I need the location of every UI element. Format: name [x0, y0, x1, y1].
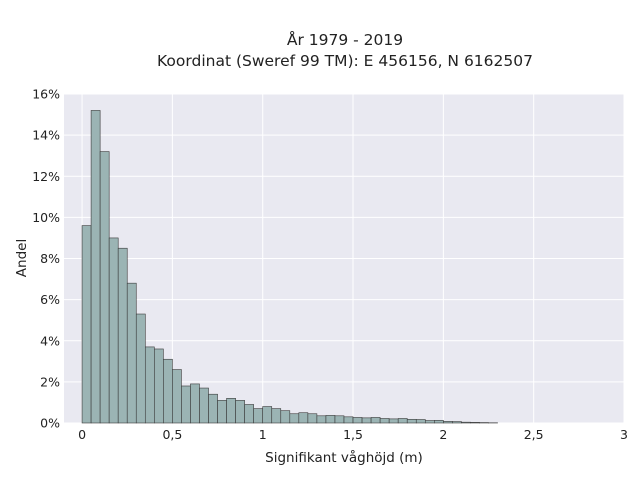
histogram-bar: [181, 385, 191, 424]
chart-subtitle: Koordinat (Sweref 99 TM): E 456156, N 61…: [157, 52, 533, 70]
histogram-bar: [172, 369, 182, 424]
histogram-bar: [262, 406, 273, 424]
histogram-bar: [90, 110, 101, 424]
histogram-bar: [217, 400, 227, 424]
histogram-bar: [135, 313, 146, 424]
histogram-bar: [144, 346, 155, 424]
histogram-bar: [253, 408, 264, 424]
histogram-bar: [226, 398, 236, 424]
histogram-bar: [316, 415, 327, 424]
x-axis-ticks: 0 0,5 1 1,5 2 2,5 3: [78, 427, 628, 442]
histogram-bar: [424, 420, 435, 424]
histogram-bar: [298, 412, 309, 424]
histogram-bar: [117, 247, 128, 424]
y-tick-label: 14%: [32, 128, 60, 143]
histogram-bar: [470, 422, 480, 424]
y-tick-label: 0%: [40, 416, 60, 431]
histogram-bar: [289, 413, 300, 424]
histogram-bar: [99, 151, 110, 424]
histogram-bar: [397, 418, 408, 424]
histogram-bar: [415, 419, 426, 424]
histogram-bar: [406, 418, 417, 424]
histogram-bar: [352, 417, 363, 424]
x-tick-label: 0,5: [162, 427, 182, 442]
y-tick-label: 6%: [40, 292, 60, 307]
y-axis-label: Andel: [14, 239, 30, 277]
histogram-bar: [343, 416, 354, 424]
y-tick-label: 2%: [40, 374, 60, 389]
y-tick-label: 12%: [32, 169, 60, 184]
y-tick-label: 16%: [32, 87, 60, 102]
y-tick-label: 8%: [40, 251, 60, 266]
histogram-bar: [244, 404, 254, 424]
histogram-bar: [154, 348, 164, 424]
y-tick-label: 4%: [40, 333, 60, 348]
bars: [81, 110, 498, 424]
x-tick-label: 2,5: [524, 427, 544, 442]
histogram-bar: [379, 418, 390, 424]
histogram-bar: [370, 417, 381, 424]
histogram-bar: [190, 383, 200, 424]
histogram-bar: [199, 387, 209, 424]
histogram-bar: [461, 421, 471, 424]
histogram-bar: [108, 237, 119, 424]
histogram-bar: [81, 225, 92, 424]
histogram-bar: [361, 417, 372, 424]
histogram-bar: [208, 393, 218, 424]
x-tick-label: 1: [259, 427, 267, 442]
x-tick-label: 3: [620, 427, 628, 442]
histogram-bar: [443, 421, 453, 424]
y-tick-label: 10%: [32, 210, 60, 225]
y-axis-ticks: 0% 2% 4% 6% 8% 10% 12% 14% 16%: [32, 87, 60, 431]
x-tick-label: 2: [439, 427, 447, 442]
histogram-bar: [126, 282, 137, 424]
chart-title: År 1979 - 2019: [287, 30, 403, 49]
histogram-bar: [334, 415, 345, 424]
histogram-bar: [307, 413, 318, 424]
histogram-bar: [271, 408, 282, 424]
histogram-bar: [434, 420, 444, 424]
histogram-bar: [452, 421, 462, 424]
x-axis-label: Signifikant våghöjd (m): [265, 449, 423, 466]
x-tick-label: 1,5: [343, 427, 363, 442]
histogram-bar: [388, 418, 399, 424]
histogram-bar: [280, 410, 291, 424]
histogram-bar: [163, 358, 173, 424]
histogram-bar: [325, 415, 336, 424]
histogram-bar: [235, 400, 245, 424]
x-tick-label: 0: [78, 427, 86, 442]
